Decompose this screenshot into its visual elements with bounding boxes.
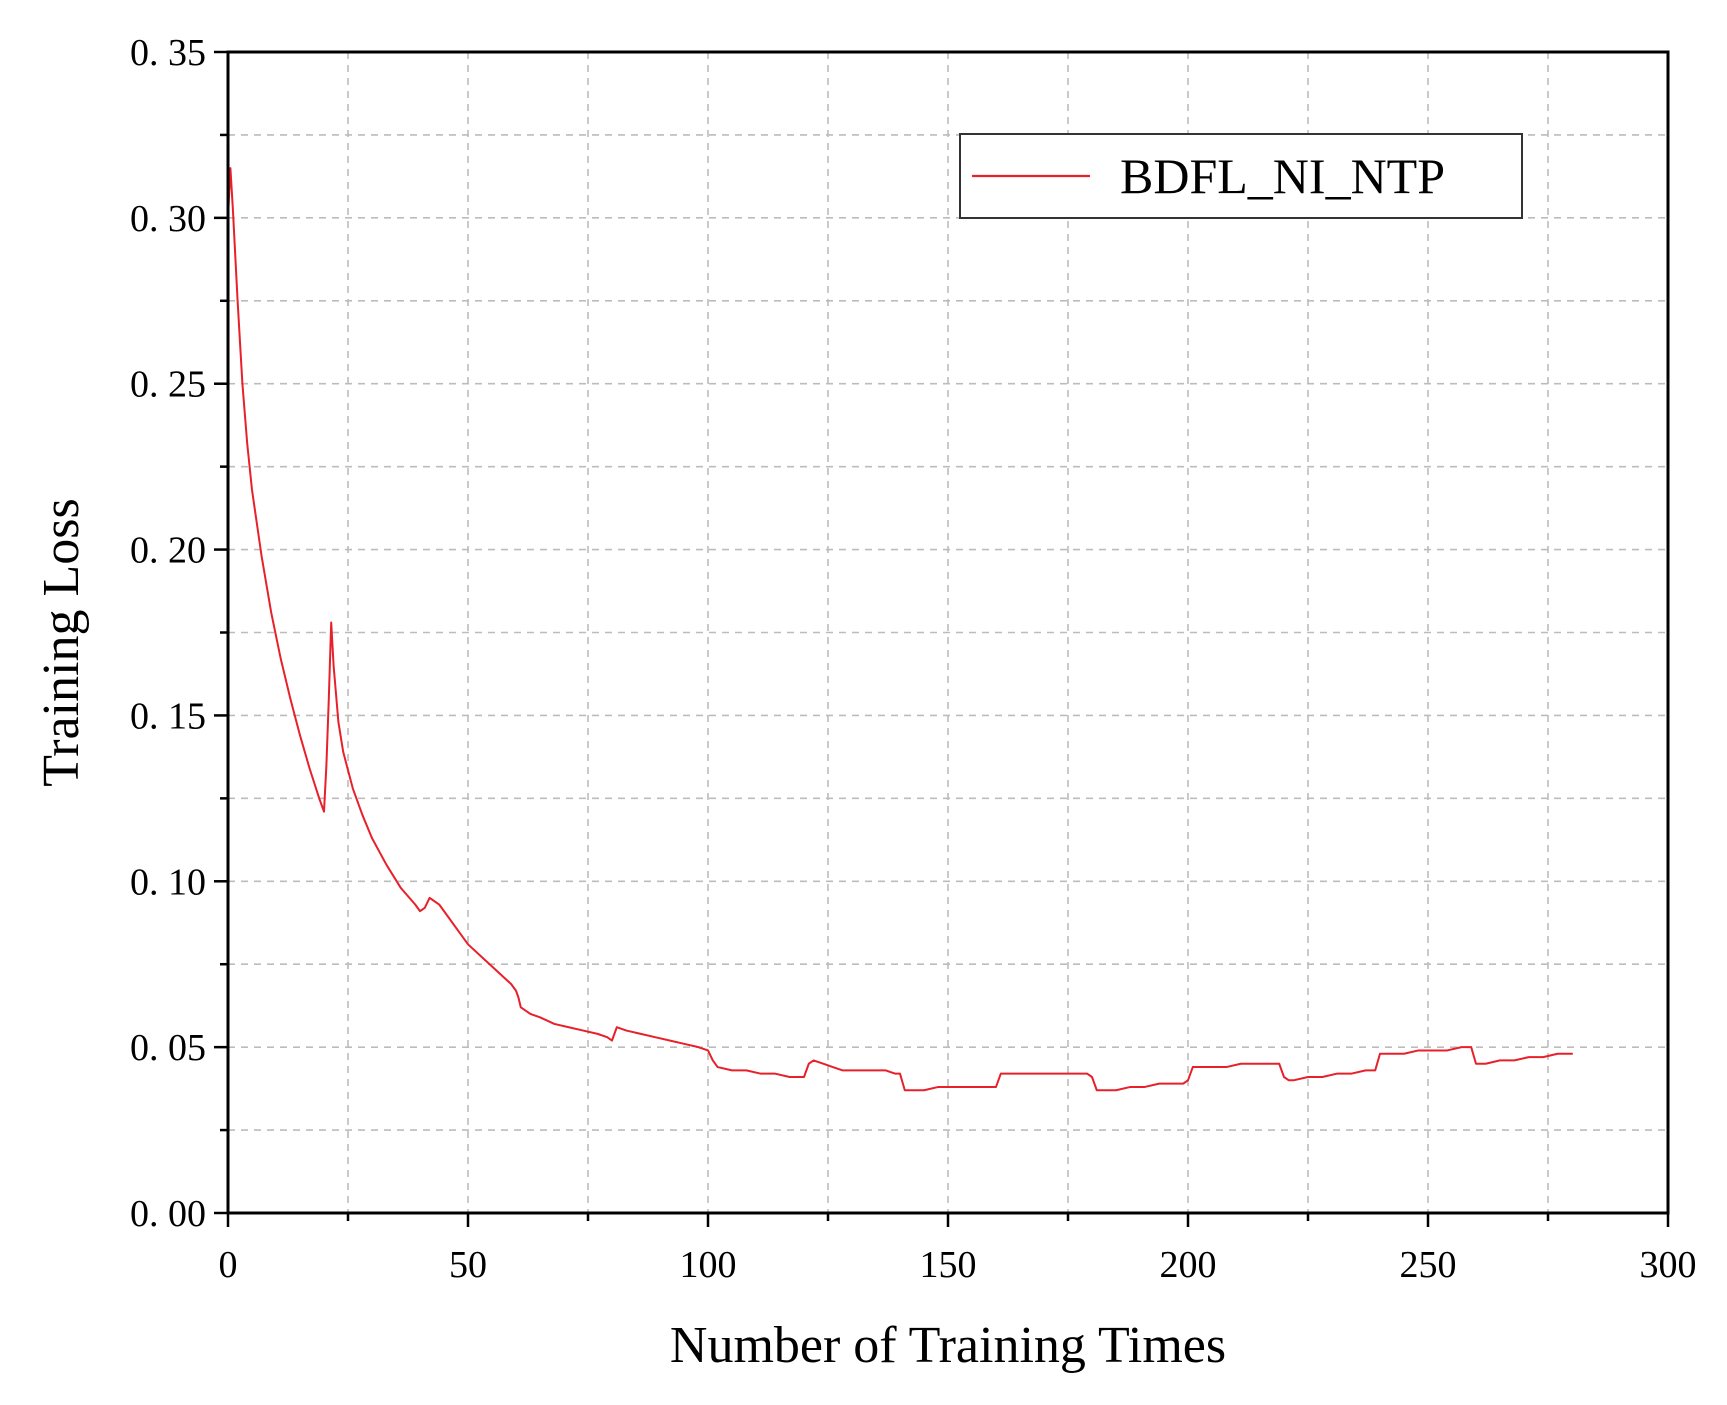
legend-label-bdfl-ni-ntp: BDFL_NI_NTP — [1120, 148, 1445, 204]
x-tick-label: 0 — [219, 1244, 238, 1286]
y-axis-title: Training Loss — [33, 498, 90, 786]
x-tick-label: 250 — [1400, 1244, 1457, 1286]
legend: BDFL_NI_NTP — [959, 133, 1523, 219]
y-tick-label: 0. 15 — [130, 695, 206, 737]
x-axis-title: Number of Training Times — [670, 1317, 1226, 1374]
y-tick-label: 0. 00 — [130, 1193, 206, 1235]
data-layer — [227, 167, 1573, 1092]
y-tick-label: 0. 35 — [130, 32, 206, 74]
x-tick-label: 100 — [680, 1244, 737, 1286]
x-tick-label: 150 — [920, 1244, 977, 1286]
y-tick-label: 0. 25 — [130, 364, 206, 406]
y-tick-label: 0. 05 — [130, 1027, 206, 1069]
series-line-bdfl-ni-ntp — [227, 167, 1573, 1092]
y-tick-label: 0. 20 — [130, 530, 206, 572]
grid-layer — [228, 52, 1668, 1213]
tick-layer: 0 50 100 150 200 250 300 0. 00 0. 05 0. 10 0. 15 0.… — [130, 32, 1697, 1286]
x-tick-label: 50 — [449, 1244, 487, 1286]
y-tick-label: 0. 30 — [130, 198, 206, 240]
x-tick-label: 300 — [1640, 1244, 1697, 1286]
y-tick-label: 0. 10 — [130, 861, 206, 903]
x-tick-label: 200 — [1160, 1244, 1217, 1286]
